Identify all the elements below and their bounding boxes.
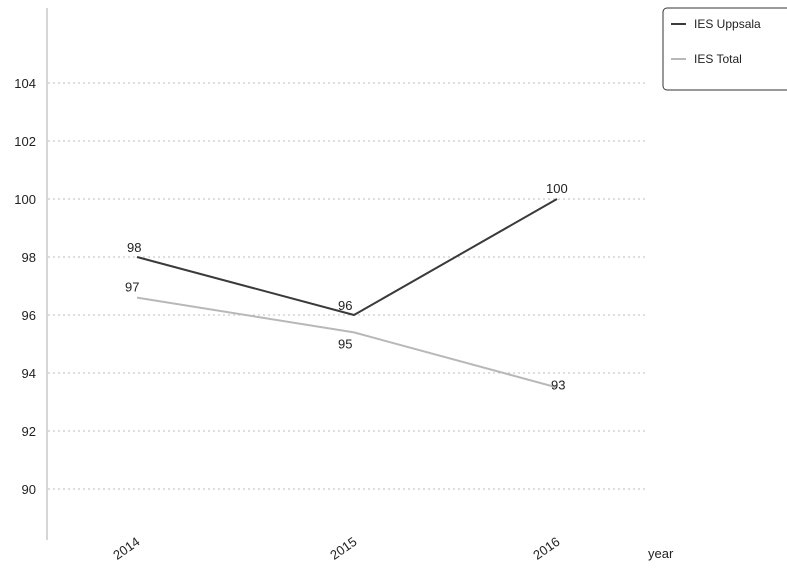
x-axis-title: year <box>648 546 674 561</box>
legend-label-ies-uppsala: IES Uppsala <box>694 17 761 31</box>
legend-label-ies-total: IES Total <box>694 52 742 66</box>
y-tick-label: 104 <box>14 76 36 91</box>
series <box>136 198 558 389</box>
x-tick-labels: 2014 2015 2016 <box>110 534 562 563</box>
y-tick-label: 98 <box>22 250 36 265</box>
y-tick-label: 94 <box>22 366 36 381</box>
data-label: 98 <box>127 240 141 255</box>
data-label: 95 <box>338 336 352 351</box>
data-label: 97 <box>125 280 139 295</box>
data-label: 93 <box>551 378 565 393</box>
y-tick-label: 102 <box>14 134 36 149</box>
data-label: 100 <box>546 181 568 196</box>
y-tick-label: 100 <box>14 192 36 207</box>
x-tick-label: 2014 <box>110 534 142 563</box>
series-line-ies-uppsala <box>136 198 558 316</box>
data-labels: 98 96 100 97 95 93 <box>125 181 568 393</box>
y-tick-label: 90 <box>22 482 36 497</box>
x-tick-label: 2016 <box>530 534 562 563</box>
y-tick-label: 96 <box>22 308 36 323</box>
y-tick-labels: 90 92 94 96 98 100 102 104 <box>14 76 36 497</box>
series-line-ies-total <box>136 296 558 389</box>
data-label: 96 <box>338 298 352 313</box>
x-tick-label: 2015 <box>327 534 359 563</box>
legend: IES Uppsala IES Total <box>662 7 787 91</box>
y-tick-label: 92 <box>22 424 36 439</box>
legend-box <box>662 7 787 91</box>
